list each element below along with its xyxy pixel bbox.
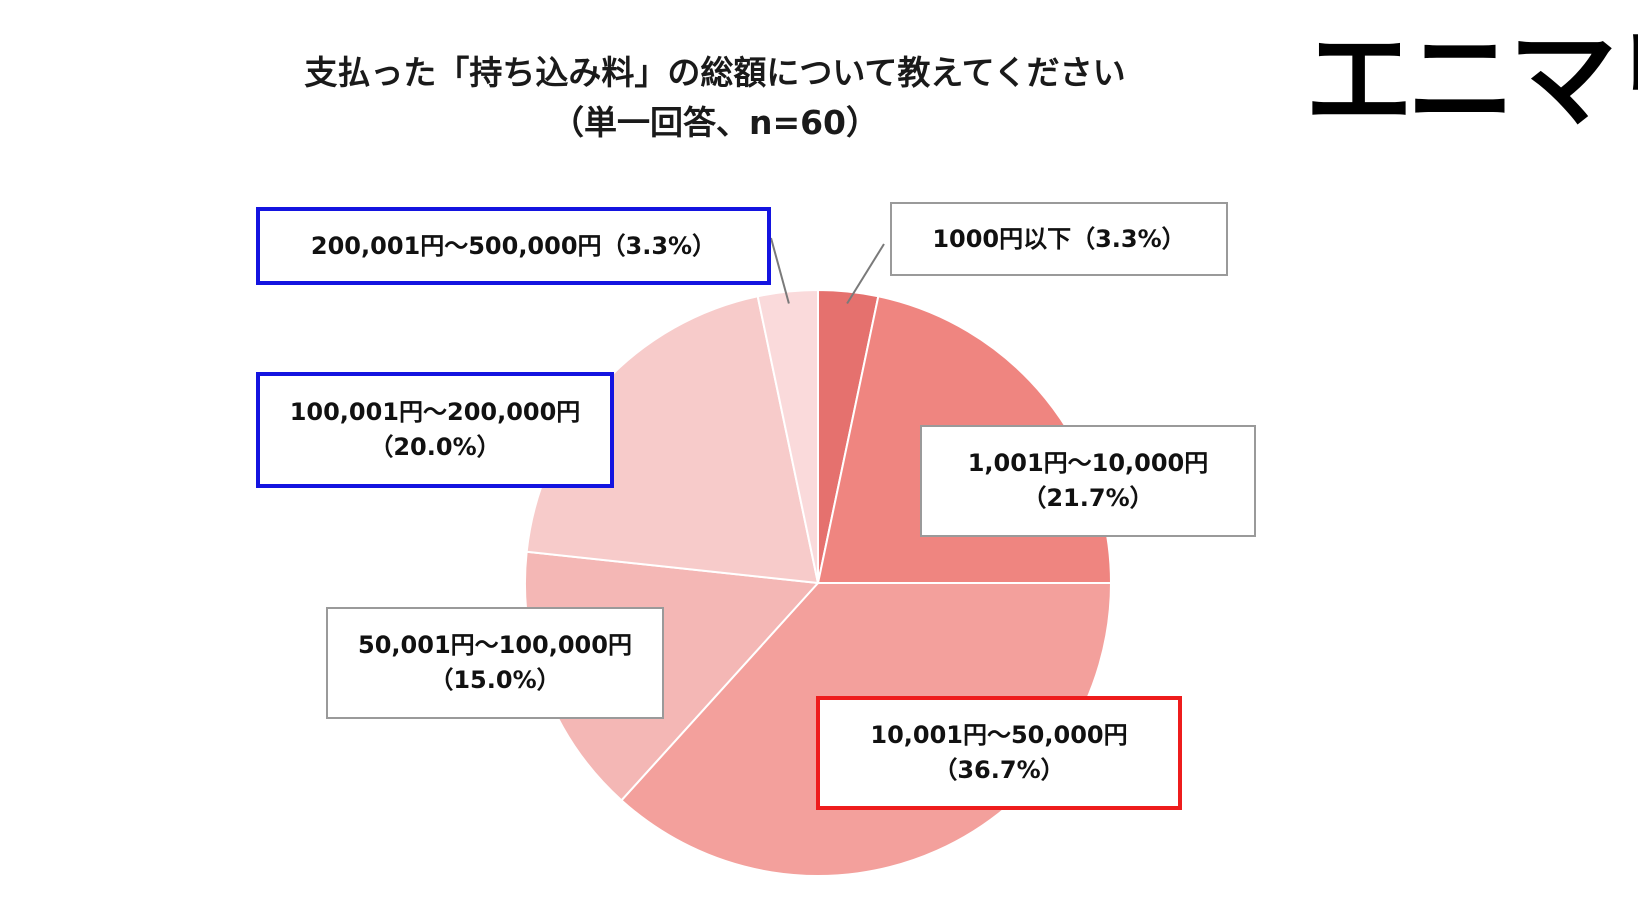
slice-label-percent: （20.0%） [369, 433, 501, 461]
pie-slice-6 [756, 288, 819, 584]
slice-label-percent: （15.0%） [429, 666, 561, 694]
leader-line-1000-or-less [846, 243, 885, 305]
slice-label-10001-50000: 10,001円〜50,000円 （36.7%） [816, 696, 1182, 810]
slice-label-100001-200000: 100,001円〜200,000円 （20.0%） [256, 372, 614, 488]
leader-line-200001-500000 [770, 237, 790, 304]
slice-label-1000-or-less: 1000円以下（3.3%） [890, 202, 1228, 276]
chart-subtitle: （単一回答、n=60） [550, 103, 880, 142]
slice-label-range: 100,001円〜200,000円 [289, 398, 581, 427]
slice-label-1001-10000: 1,001円〜10,000円 （21.7%） [920, 425, 1256, 537]
slice-label-range: 10,001円〜50,000円 [870, 721, 1128, 750]
slice-label-range: 50,001円〜100,000円 [358, 631, 632, 660]
slice-label-text: 200,001円〜500,000円（3.3%） [310, 231, 717, 260]
slice-label-50001-100000: 50,001円〜100,000円 （15.0%） [326, 607, 664, 719]
chart-title: 支払った「持ち込み料」の総額について教えてください [304, 53, 1126, 92]
brand-logo: エニマリ [1305, 18, 1638, 143]
slice-label-percent: （21.7%） [1022, 484, 1154, 512]
slice-label-200001-500000: 200,001円〜500,000円（3.3%） [256, 207, 771, 285]
slice-label-percent: （36.7%） [933, 756, 1065, 784]
slice-label-range: 1,001円〜10,000円 [967, 449, 1209, 478]
slice-label-text: 1000円以下（3.3%） [932, 224, 1186, 253]
